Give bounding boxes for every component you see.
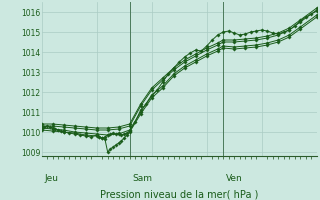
Text: Pression niveau de la mer( hPa ): Pression niveau de la mer( hPa ) xyxy=(100,190,258,200)
Text: Ven: Ven xyxy=(226,174,243,183)
Text: Jeu: Jeu xyxy=(44,174,58,183)
Text: Sam: Sam xyxy=(132,174,152,183)
